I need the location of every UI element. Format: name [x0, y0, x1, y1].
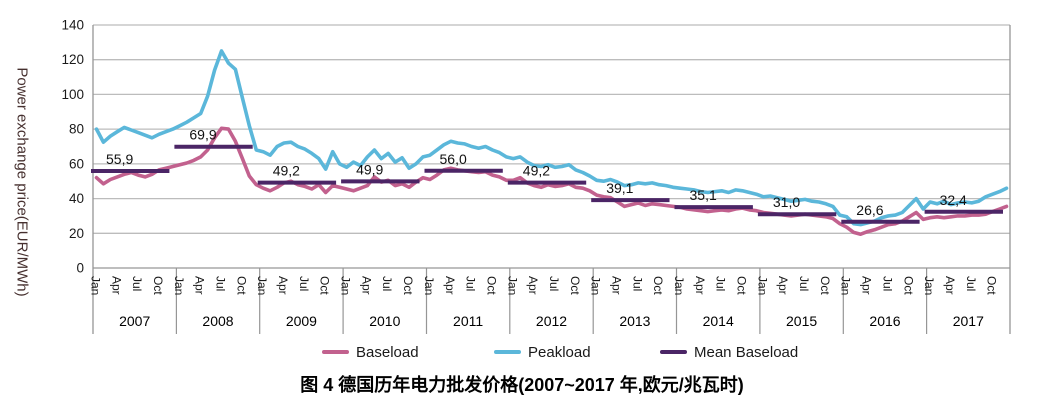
svg-text:Apr: Apr [276, 276, 290, 295]
svg-text:Apr: Apr [610, 276, 624, 295]
svg-text:Jul: Jul [547, 276, 561, 291]
legend-item-baseload: Baseload [322, 341, 419, 363]
svg-text:40: 40 [69, 191, 84, 206]
svg-text:140: 140 [61, 18, 84, 33]
svg-text:Jan: Jan [172, 276, 186, 295]
svg-text:2012: 2012 [536, 313, 567, 329]
svg-text:32,4: 32,4 [940, 192, 967, 208]
legend-label-baseload: Baseload [356, 343, 419, 361]
svg-text:39,1: 39,1 [606, 180, 633, 196]
baseload-line-icon [322, 350, 349, 354]
svg-text:Oct: Oct [485, 276, 499, 295]
mean-baseload-line-icon [660, 350, 687, 354]
svg-text:Apr: Apr [359, 276, 373, 295]
svg-text:2010: 2010 [369, 313, 400, 329]
svg-text:Jan: Jan [839, 276, 853, 295]
legend-item-mean-baseload: Mean Baseload [660, 341, 798, 363]
svg-text:Oct: Oct [568, 276, 582, 295]
legend-label-mean-baseload: Mean Baseload [694, 343, 799, 361]
svg-text:Jan: Jan [255, 276, 269, 295]
power-price-chart: 0 20 40 60 80 100 120 140 Jan Apr Jul Oct 2007 Jan Apr… [13, 18, 1011, 334]
svg-text:2011: 2011 [453, 313, 483, 329]
svg-text:Apr: Apr [860, 276, 874, 295]
svg-text:0: 0 [76, 261, 84, 276]
svg-text:Apr: Apr [193, 276, 207, 295]
svg-text:Jul: Jul [714, 276, 728, 291]
svg-text:49,2: 49,2 [523, 163, 550, 179]
svg-text:31,0: 31,0 [773, 194, 800, 210]
svg-text:Jul: Jul [214, 276, 228, 291]
svg-text:Oct: Oct [818, 276, 832, 295]
svg-text:Apr: Apr [526, 276, 540, 295]
svg-text:Jul: Jul [130, 276, 144, 291]
svg-text:Oct: Oct [234, 276, 248, 295]
svg-text:Apr: Apr [443, 276, 457, 295]
svg-text:49,2: 49,2 [273, 163, 300, 179]
svg-text:100: 100 [61, 87, 84, 102]
svg-text:2015: 2015 [786, 313, 817, 329]
svg-text:Oct: Oct [401, 276, 415, 295]
svg-text:2016: 2016 [869, 313, 900, 329]
svg-text:Jan: Jan [755, 276, 769, 295]
svg-text:Oct: Oct [151, 276, 165, 295]
svg-text:2008: 2008 [202, 313, 233, 329]
svg-text:Jan: Jan [672, 276, 686, 295]
svg-text:Jan: Jan [89, 276, 103, 295]
svg-text:Jul: Jul [880, 276, 894, 291]
svg-text:69,9: 69,9 [189, 127, 216, 143]
svg-text:60: 60 [69, 156, 84, 171]
svg-text:Jan: Jan [589, 276, 603, 295]
peakload-line-icon [494, 350, 521, 354]
svg-text:26,6: 26,6 [856, 202, 883, 218]
chart-plot-area: 0 20 40 60 80 100 120 140 Jan Apr Jul Oct 2007 Jan Apr… [61, 18, 1011, 334]
svg-text:56,0: 56,0 [440, 151, 467, 167]
svg-text:Jul: Jul [630, 276, 644, 291]
svg-text:2009: 2009 [286, 313, 317, 329]
svg-text:120: 120 [61, 52, 84, 67]
svg-text:Apr: Apr [109, 276, 123, 295]
svg-text:Jul: Jul [797, 276, 811, 291]
svg-text:2013: 2013 [619, 313, 650, 329]
svg-text:Jul: Jul [297, 276, 311, 291]
svg-text:Apr: Apr [943, 276, 957, 295]
svg-text:Jan: Jan [922, 276, 936, 295]
svg-text:2007: 2007 [119, 313, 150, 329]
figure-caption: 图 4 德国历年电力批发价格(2007~2017 年,欧元/兆瓦时) [300, 375, 744, 395]
svg-text:2014: 2014 [703, 313, 734, 329]
svg-text:20: 20 [69, 226, 84, 241]
svg-text:Oct: Oct [735, 276, 749, 295]
svg-text:35,1: 35,1 [690, 187, 717, 203]
svg-text:Jan: Jan [339, 276, 353, 295]
svg-text:Oct: Oct [651, 276, 665, 295]
legend-label-peakload: Peakload [528, 343, 591, 361]
svg-text:Apr: Apr [693, 276, 707, 295]
chart-legend: Baseload Peakload Mean Baseload [0, 341, 1044, 363]
svg-text:Jul: Jul [380, 276, 394, 291]
svg-text:80: 80 [69, 122, 84, 137]
svg-text:49,9: 49,9 [356, 161, 383, 177]
svg-text:2017: 2017 [953, 313, 984, 329]
legend-item-peakload: Peakload [494, 341, 591, 363]
svg-text:Oct: Oct [901, 276, 915, 295]
svg-text:55,9: 55,9 [106, 151, 133, 167]
svg-text:Jan: Jan [422, 276, 436, 295]
y-axis-title: Power exchange price(EUR/MWh) [13, 67, 31, 297]
svg-text:Jan: Jan [505, 276, 519, 295]
svg-text:Oct: Oct [985, 276, 999, 295]
svg-text:Jul: Jul [464, 276, 478, 291]
svg-text:Apr: Apr [776, 276, 790, 295]
svg-text:Jul: Jul [964, 276, 978, 291]
svg-text:Oct: Oct [318, 276, 332, 295]
